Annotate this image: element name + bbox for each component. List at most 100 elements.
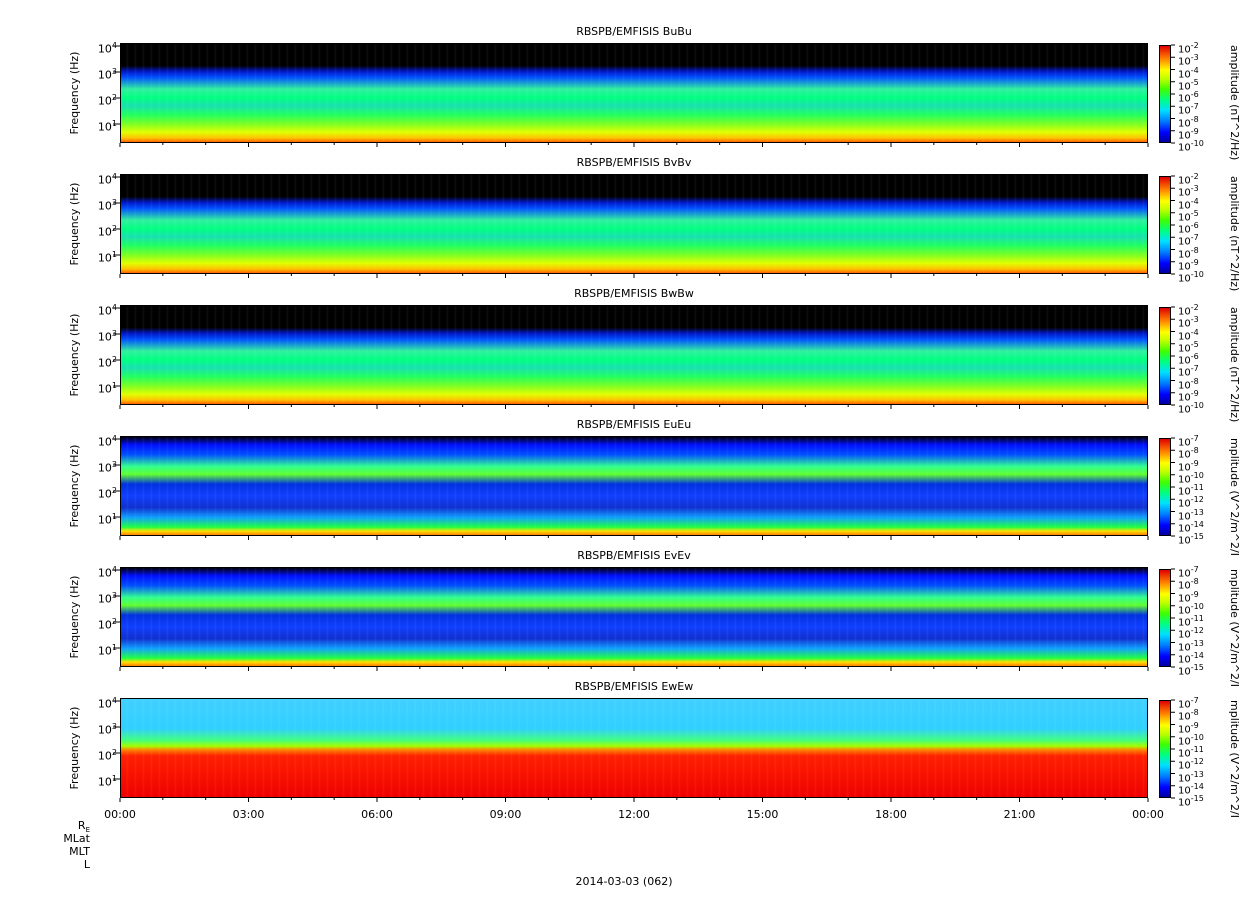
spectrogram-plot — [120, 698, 1148, 798]
y-tick-label: 102 — [97, 748, 117, 763]
colorbar-tick-label: 10-4 — [1178, 196, 1199, 211]
spectrogram-plot — [120, 43, 1148, 143]
y-tick-label: 102 — [97, 486, 117, 501]
colorbar-tick-label: 10-9 — [1178, 589, 1199, 604]
spectrogram-plot — [120, 567, 1148, 667]
y-tick-label: 101 — [97, 512, 117, 527]
colorbar-tick-label: 10-7 — [1178, 434, 1199, 449]
colorbar-tick-label: 10-5 — [1178, 339, 1199, 355]
panel-title: RBSPB/EMFISIS BwBw — [574, 287, 694, 300]
spectrogram-plot — [120, 436, 1148, 536]
y-tick-label: 103 — [97, 591, 117, 606]
date-label: 2014-03-03 (062) — [575, 875, 673, 888]
y-tick-label: 102 — [97, 617, 117, 632]
colorbar-tick-label: 10-14 — [1178, 519, 1204, 535]
colorbar — [1159, 700, 1171, 798]
y-tick-label: 102 — [97, 93, 117, 108]
colorbar-tick-label: 10-5 — [1178, 77, 1199, 93]
spectrogram-texture — [121, 437, 1147, 535]
y-tick-label: 104 — [97, 172, 117, 187]
colorbar-tick-label: 10-8 — [1178, 446, 1199, 461]
x-tick-label: 18:00 — [875, 808, 907, 821]
ephemeris-mlat-label: MLat — [63, 832, 90, 845]
colorbar-tick-label: 10-15 — [1178, 663, 1204, 678]
colorbar — [1159, 438, 1171, 536]
panel-title: RBSPB/EMFISIS EvEv — [577, 549, 691, 562]
spectrogram-texture — [121, 568, 1147, 666]
y-tick-label: 103 — [97, 722, 117, 737]
colorbar-tick-label: 10-4 — [1178, 327, 1199, 342]
spectrogram-image — [121, 437, 1147, 535]
colorbar-tick-label: 10-2 — [1178, 172, 1199, 187]
colorbar-tick-label: 10-9 — [1178, 458, 1199, 473]
colorbar-tick-label: 10-5 — [1178, 208, 1199, 224]
spectrogram-texture — [121, 699, 1147, 797]
x-tick-label: 00:00 — [1132, 808, 1164, 821]
colorbar-tick-label: 10-2 — [1178, 303, 1199, 318]
spectrogram-texture — [121, 44, 1147, 142]
panel-title: RBSPB/EMFISIS EuEu — [576, 418, 692, 431]
spectrogram-texture — [121, 306, 1147, 404]
colorbar-tick-label: 10-9 — [1178, 388, 1199, 404]
colorbar-tick-label: 10-13 — [1178, 638, 1204, 653]
y-tick-label: 104 — [97, 434, 117, 449]
y-tick-label: 101 — [97, 774, 117, 789]
colorbar-tick-label: 10-7 — [1178, 565, 1199, 580]
colorbar-tick-label: 10-3 — [1178, 53, 1199, 68]
colorbar-tick-label: 10-12 — [1178, 495, 1204, 510]
colorbar-tick-label: 10-13 — [1178, 769, 1204, 784]
spectrogram-image — [121, 568, 1147, 666]
colorbar-label: amplitude (nT^2/Hz) — [1228, 176, 1241, 292]
colorbar-tick-label: 10-14 — [1178, 650, 1204, 666]
ephemeris-mlt-label: MLT — [69, 845, 90, 858]
colorbar-tick-label: 10-3 — [1178, 315, 1199, 330]
spectrogram-texture — [121, 175, 1147, 273]
colorbar-tick-label: 10-8 — [1178, 708, 1199, 723]
colorbar-tick-label: 10-7 — [1178, 696, 1199, 711]
colorbar-label: mplitude (V^2/m^2/I — [1228, 438, 1241, 556]
x-tick-label: 09:00 — [489, 808, 522, 821]
colorbar-tick-label: 10-7 — [1178, 102, 1199, 117]
x-tick-label: 06:00 — [361, 808, 393, 821]
ephemeris-re-label: RE — [77, 819, 90, 835]
colorbar-tick-label: 10-8 — [1178, 376, 1199, 391]
colorbar — [1159, 569, 1171, 667]
colorbar-tick-label: 10-15 — [1178, 532, 1204, 547]
colorbar-label: mplitude (V^2/m^2/I — [1228, 569, 1241, 687]
colorbar-tick-label: 10-9 — [1178, 720, 1199, 735]
y-tick-label: 104 — [97, 565, 117, 580]
colorbar-tick-label: 10-10 — [1178, 470, 1204, 486]
y-tick-label: 104 — [97, 41, 117, 56]
spectrogram-image — [121, 699, 1147, 797]
colorbar-tick-label: 10-10 — [1178, 270, 1204, 285]
y-tick-label: 104 — [97, 303, 117, 318]
spectrogram-image — [121, 44, 1147, 142]
y-tick-label: 101 — [97, 381, 117, 396]
panel-title: RBSPB/EMFISIS BuBu — [576, 25, 692, 38]
colorbar-tick-label: 10-4 — [1178, 65, 1199, 80]
x-tick-label: 00:00 — [104, 808, 136, 821]
colorbar-tick-label: 10-10 — [1178, 401, 1204, 416]
x-tick-label: 15:00 — [746, 808, 779, 821]
colorbar-tick-label: 10-13 — [1178, 507, 1204, 522]
y-tick-label: 103 — [97, 198, 117, 213]
colorbar-tick-label: 10-7 — [1178, 233, 1199, 248]
colorbar-tick-label: 10-14 — [1178, 781, 1204, 797]
colorbar-tick-label: 10-12 — [1178, 626, 1204, 641]
colorbar-tick-label: 10-3 — [1178, 184, 1199, 199]
colorbar-tick-label: 10-6 — [1178, 221, 1199, 236]
colorbar-tick-label: 10-9 — [1178, 126, 1199, 142]
colorbar-tick-label: 10-8 — [1178, 245, 1199, 260]
x-tick-label: 12:00 — [618, 808, 650, 821]
colorbar — [1159, 307, 1171, 405]
colorbar-tick-label: 10-10 — [1178, 139, 1204, 154]
y-tick-label: 102 — [97, 355, 117, 370]
colorbar-tick-label: 10-11 — [1178, 483, 1204, 498]
colorbar-tick-label: 10-11 — [1178, 614, 1204, 629]
y-tick-label: 103 — [97, 67, 117, 82]
colorbar-tick-label: 10-6 — [1178, 90, 1199, 105]
y-tick-label: 101 — [97, 119, 117, 134]
spectrogram-plot — [120, 305, 1148, 405]
spectrogram-plot — [120, 174, 1148, 274]
colorbar-label: amplitude (nT^2/Hz) — [1228, 45, 1241, 161]
